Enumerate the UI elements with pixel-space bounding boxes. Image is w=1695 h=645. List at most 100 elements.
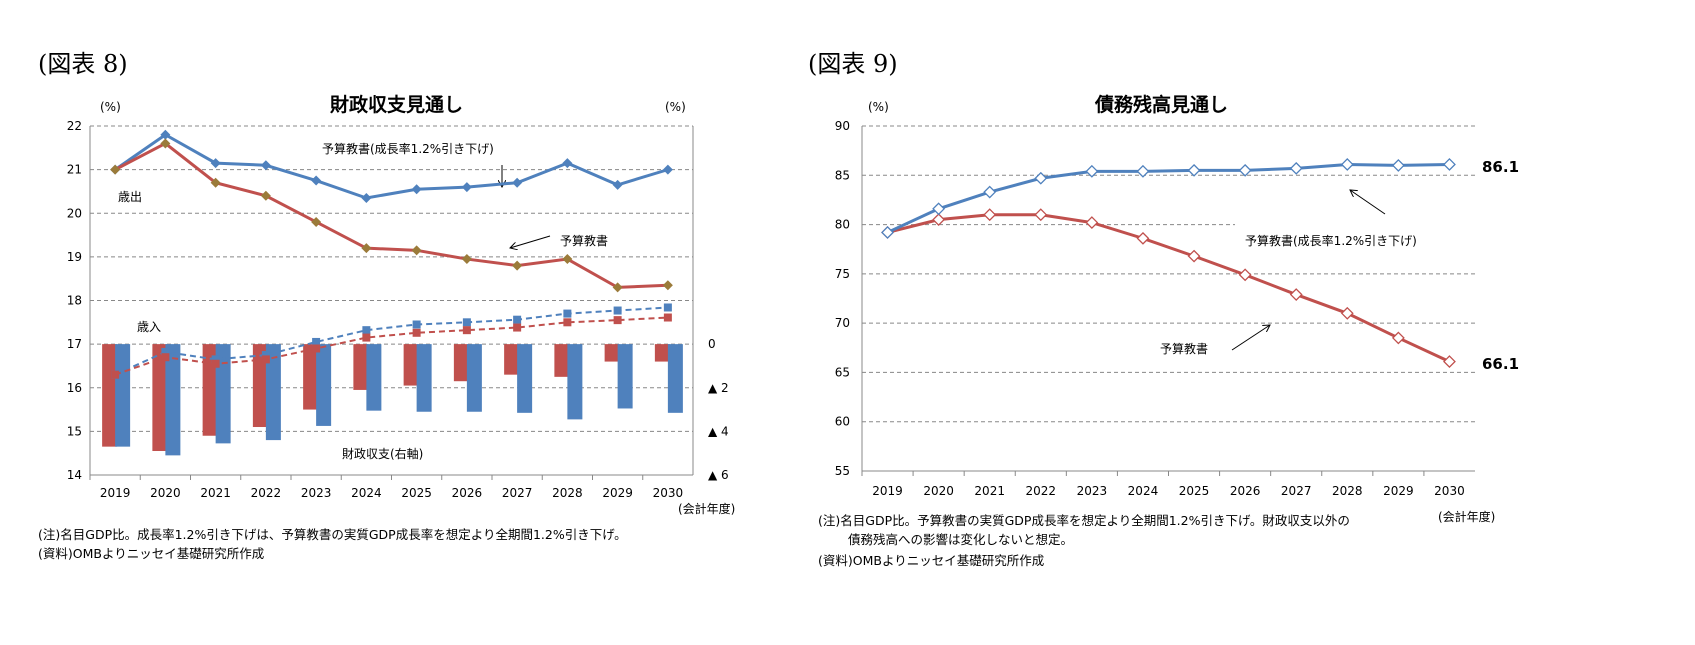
data-point xyxy=(361,192,372,203)
data-point xyxy=(412,320,421,329)
x-tick-label: 2030 xyxy=(1434,484,1465,498)
bar-red xyxy=(554,344,570,377)
data-point xyxy=(1289,161,1303,175)
data-point xyxy=(462,318,471,327)
series-line xyxy=(114,316,668,376)
x-tick-label: 2027 xyxy=(1281,484,1312,498)
y-tick: 75 xyxy=(835,267,850,281)
y-tick-left: 21 xyxy=(67,163,82,177)
data-point xyxy=(932,213,946,227)
x-tick-label: 2023 xyxy=(301,486,332,500)
arrow-red-line-right xyxy=(1231,325,1270,351)
bar-blue xyxy=(265,344,281,441)
data-point xyxy=(111,370,120,379)
data-point xyxy=(983,185,997,199)
data-point xyxy=(312,337,321,346)
data-point xyxy=(211,355,220,364)
data-point xyxy=(512,260,523,271)
data-point xyxy=(563,318,572,327)
data-point xyxy=(562,254,573,265)
data-point xyxy=(161,347,170,356)
x-tick-label: 2022 xyxy=(251,486,282,500)
x-tick-label: 2019 xyxy=(100,486,131,500)
y-tick-right: ▲ 4 xyxy=(708,424,729,438)
bar-blue xyxy=(366,344,382,411)
x-tick-label: 2020 xyxy=(923,484,954,498)
data-point xyxy=(261,351,270,360)
data-point xyxy=(412,328,421,337)
data-point xyxy=(513,323,522,332)
series-line xyxy=(886,162,1450,234)
x-tick-label: 2021 xyxy=(974,484,1005,498)
data-point xyxy=(881,226,894,239)
bar-red xyxy=(504,344,520,375)
data-point xyxy=(1187,163,1201,177)
data-point xyxy=(210,158,221,169)
bar-blue xyxy=(165,344,181,456)
data-point xyxy=(311,216,322,227)
bar-red xyxy=(353,344,369,390)
data-point xyxy=(1340,158,1354,171)
data-point xyxy=(160,138,171,149)
annotation-expenditure: 歳出 xyxy=(118,190,143,204)
note-right-1: (注)名目GDP比。予算教書の実質GDP成長率を想定より全期間1.2%引き下げ。… xyxy=(818,513,1350,528)
left-axis-unit: (%) xyxy=(100,100,121,114)
data-point xyxy=(210,177,221,188)
annotation-blue-line: 予算教書(成長率1.2%引き下げ) xyxy=(322,142,494,156)
bar-blue xyxy=(316,344,332,426)
data-point xyxy=(563,309,572,318)
x-tick-label: 2027 xyxy=(502,486,533,500)
y-tick-left: 16 xyxy=(67,381,82,395)
bar-red xyxy=(604,344,620,362)
data-point xyxy=(260,190,271,201)
data-point xyxy=(932,202,946,216)
data-point xyxy=(1443,158,1456,171)
y-tick-left: 17 xyxy=(67,337,82,351)
y-tick: 65 xyxy=(835,365,850,379)
x-tick-label: 2026 xyxy=(452,486,483,500)
data-point xyxy=(260,160,271,171)
bar-blue xyxy=(115,344,131,447)
x-tick-label: 2020 xyxy=(150,486,181,500)
data-point xyxy=(462,326,471,335)
series-line xyxy=(114,132,669,200)
data-point xyxy=(1340,306,1354,320)
xlabel-left: (会計年度) xyxy=(678,502,736,516)
data-point xyxy=(1034,171,1048,185)
bar-blue xyxy=(215,344,231,444)
series-line xyxy=(114,141,668,289)
annotation-balance: 財政収支(右軸) xyxy=(342,447,424,461)
x-tick-label: 2026 xyxy=(1230,484,1261,498)
data-point xyxy=(1085,164,1099,178)
bar-blue xyxy=(416,344,432,412)
bar-blue xyxy=(567,344,583,420)
data-point xyxy=(513,315,522,324)
x-tick-label: 2028 xyxy=(1332,484,1363,498)
y-tick: 85 xyxy=(835,168,850,182)
data-point xyxy=(362,326,371,335)
axis-unit-right-chart: (%) xyxy=(868,100,889,114)
figure-label-9: (図表 9) xyxy=(808,50,898,78)
data-point xyxy=(1443,355,1456,369)
y-tick-left: 15 xyxy=(67,424,82,438)
annotation-blue-line-right: 予算教書(成長率1.2%引き下げ) xyxy=(1245,234,1417,248)
xlabel-right: (会計年度) xyxy=(1438,510,1496,524)
y-tick: 70 xyxy=(835,316,850,330)
data-point xyxy=(160,129,171,140)
data-point xyxy=(512,177,523,188)
right-axis-unit: (%) xyxy=(665,100,686,114)
bar-red xyxy=(152,344,168,452)
data-point xyxy=(663,313,672,322)
data-point xyxy=(562,158,573,169)
bar-red xyxy=(654,344,670,362)
y-tick: 90 xyxy=(835,119,850,133)
data-point xyxy=(110,164,121,175)
y-tick-left: 18 xyxy=(67,294,82,308)
bar-red xyxy=(252,344,268,428)
x-tick-label: 2029 xyxy=(1383,484,1414,498)
x-tick-label: 2025 xyxy=(401,486,432,500)
chart-title-right: 債務残高見通し xyxy=(1095,94,1229,116)
annotation-red-line: 予算教書 xyxy=(560,234,609,248)
bar-red xyxy=(403,344,419,386)
